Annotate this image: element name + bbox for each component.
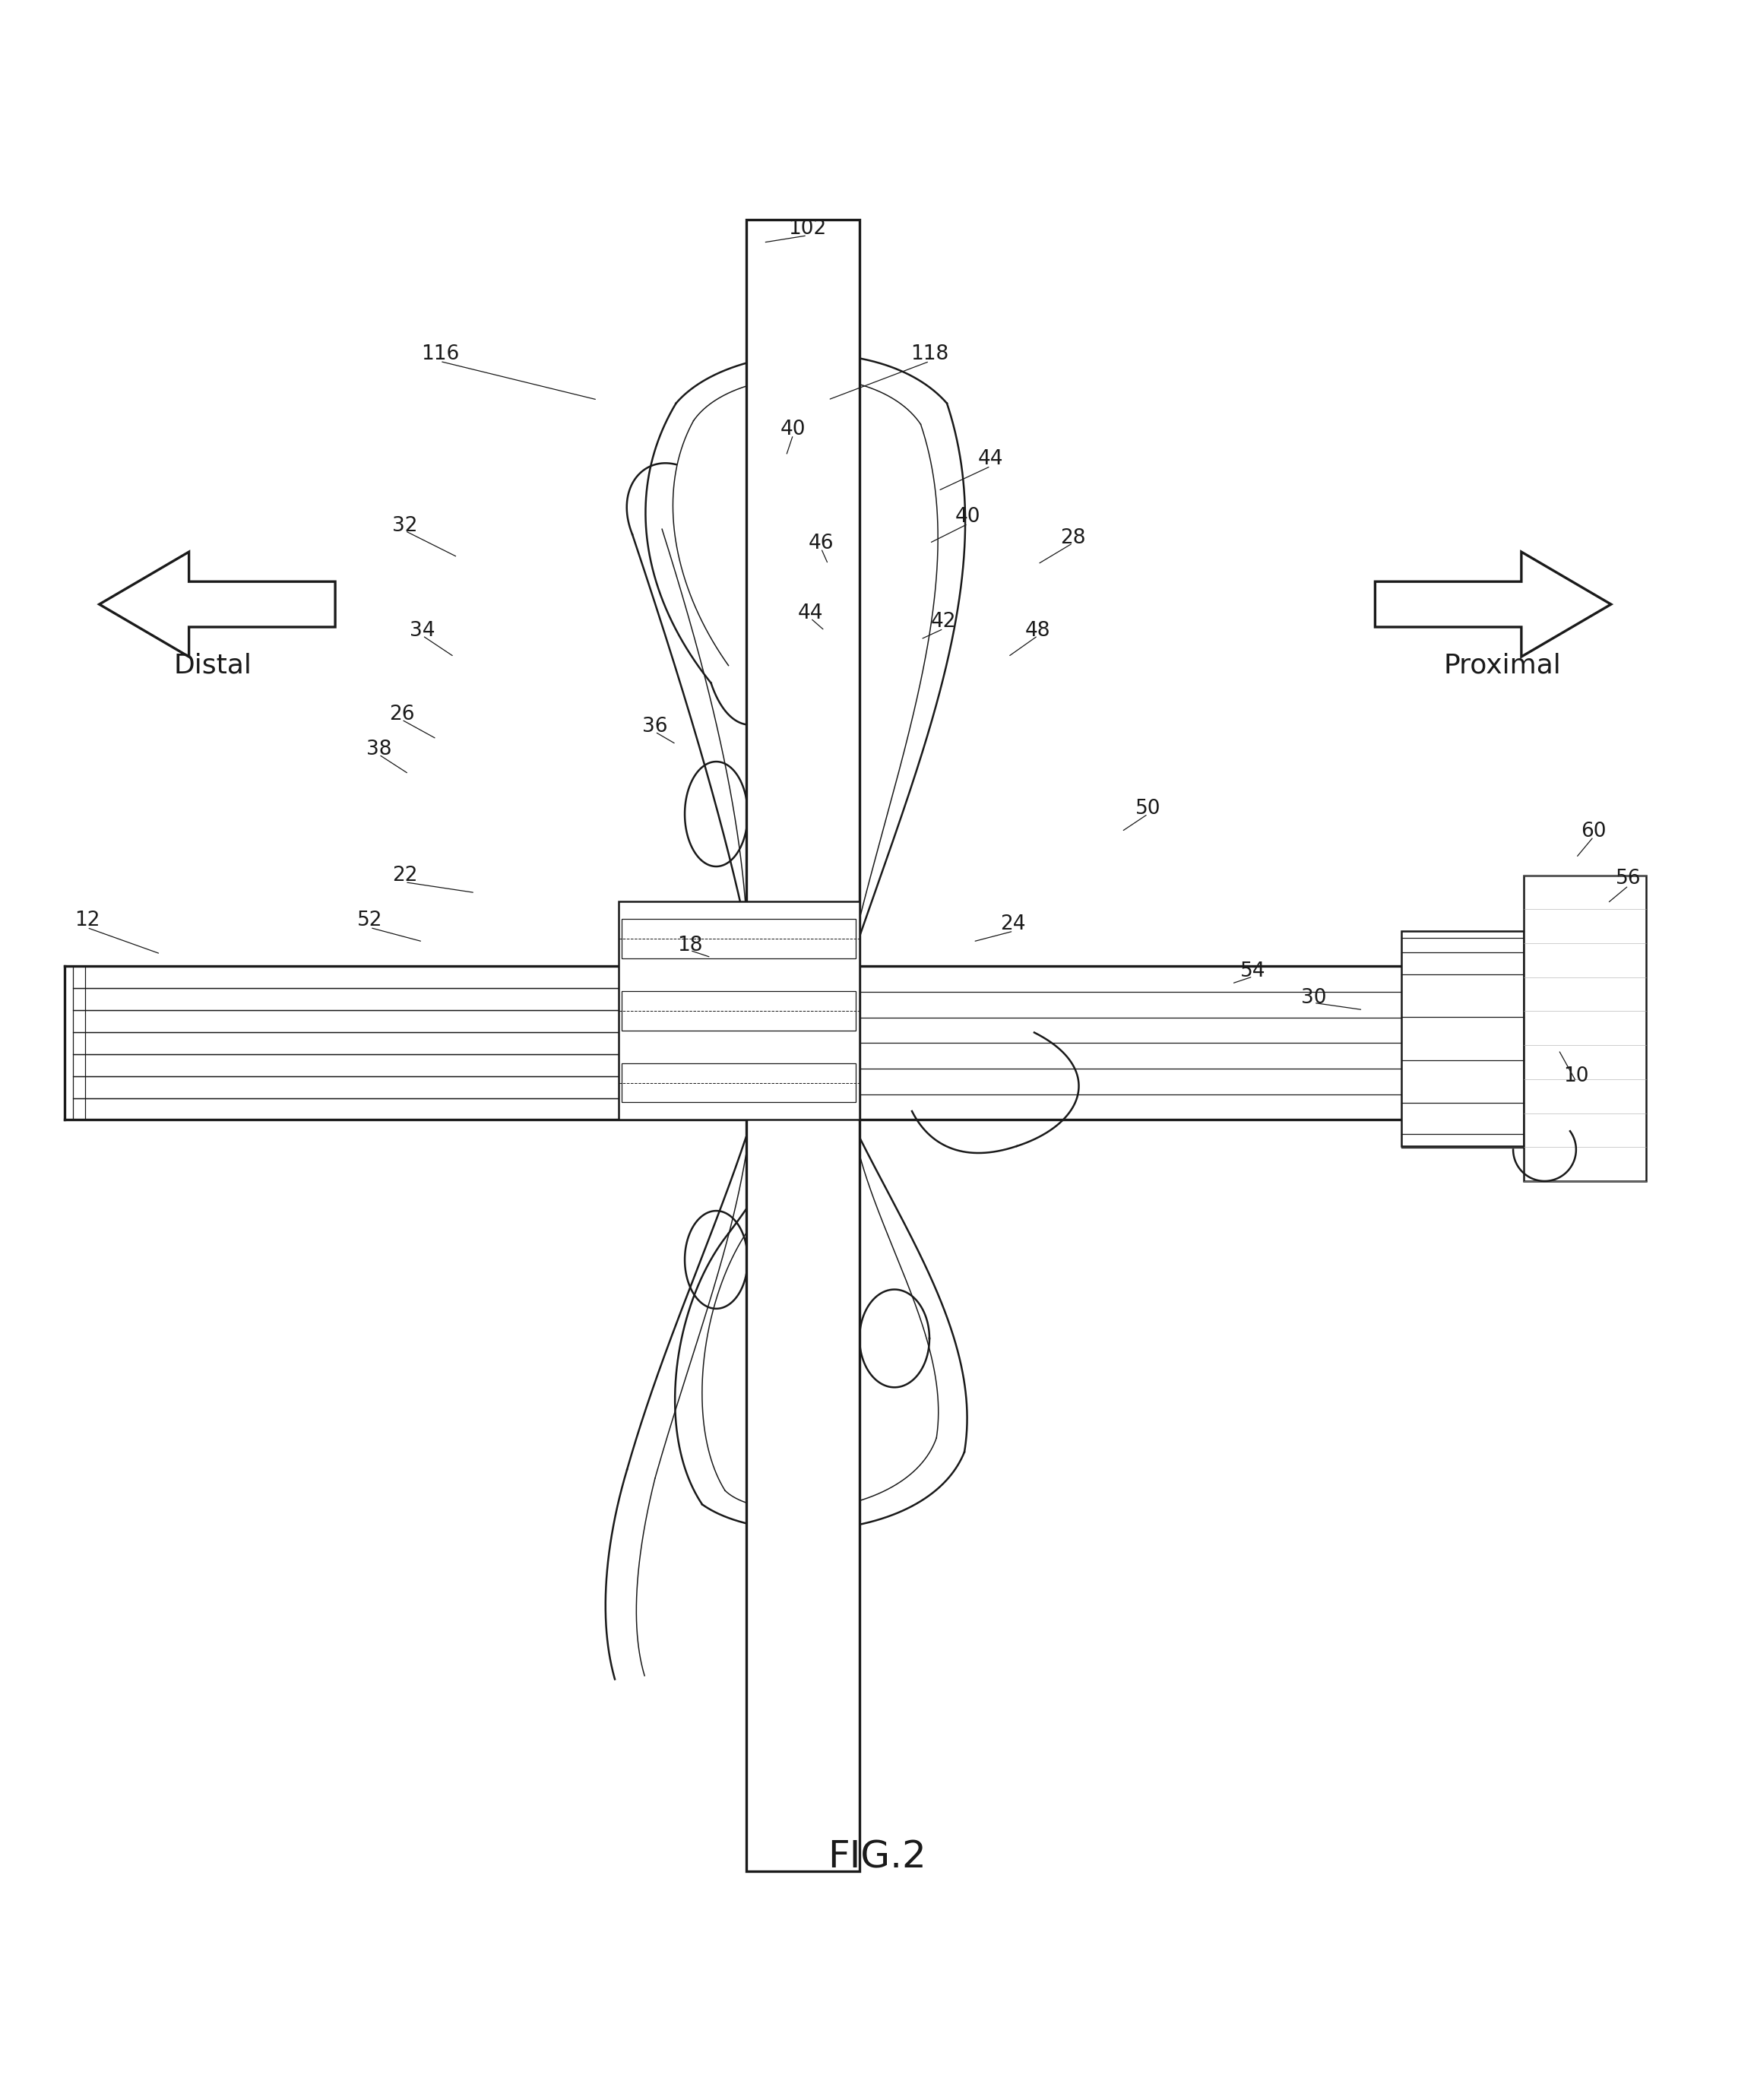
- Text: 52: 52: [358, 911, 382, 930]
- Text: 102: 102: [788, 218, 826, 239]
- Text: 36: 36: [642, 716, 668, 737]
- Text: 26: 26: [389, 704, 414, 724]
- Text: 118: 118: [910, 344, 949, 363]
- Bar: [74, 1054, 745, 1075]
- Text: 116: 116: [421, 344, 460, 363]
- Text: 22: 22: [393, 865, 417, 884]
- Bar: [1401, 930, 1524, 1147]
- Bar: [74, 966, 745, 989]
- Text: Distal: Distal: [174, 653, 253, 678]
- Text: 34: 34: [410, 622, 435, 640]
- Text: 56: 56: [1615, 869, 1642, 888]
- Text: 18: 18: [677, 935, 703, 956]
- Text: 46: 46: [809, 533, 833, 552]
- Text: 40: 40: [956, 506, 980, 527]
- Text: 24: 24: [1000, 914, 1026, 935]
- Text: 30: 30: [1301, 987, 1326, 1008]
- Bar: [619, 901, 859, 1119]
- Bar: [74, 1098, 745, 1119]
- Text: 10: 10: [1563, 1067, 1589, 1086]
- Bar: [745, 220, 859, 1871]
- Bar: [74, 1010, 745, 1031]
- Bar: [74, 1075, 745, 1098]
- Bar: [745, 220, 859, 1871]
- Bar: [65, 966, 745, 1119]
- Bar: [623, 920, 856, 958]
- Text: 44: 44: [979, 449, 1003, 468]
- Text: FIG.2: FIG.2: [828, 1840, 926, 1875]
- Text: 12: 12: [74, 911, 100, 930]
- Text: 44: 44: [798, 603, 823, 624]
- Text: 60: 60: [1580, 821, 1607, 842]
- Text: Proximal: Proximal: [1444, 653, 1561, 678]
- Bar: [74, 989, 745, 1010]
- Bar: [619, 901, 859, 1119]
- Text: 28: 28: [1059, 527, 1086, 548]
- Bar: [623, 1063, 856, 1102]
- Bar: [745, 220, 859, 1871]
- Text: 40: 40: [781, 420, 805, 439]
- Bar: [623, 991, 856, 1031]
- Text: 48: 48: [1024, 622, 1051, 640]
- Text: 32: 32: [393, 517, 417, 536]
- Text: 42: 42: [931, 611, 956, 632]
- Bar: [859, 966, 1524, 1119]
- Text: 38: 38: [367, 739, 391, 760]
- Text: 54: 54: [1240, 962, 1265, 981]
- Bar: [74, 1031, 745, 1054]
- Bar: [619, 901, 859, 1119]
- Bar: [1524, 876, 1645, 1180]
- Text: 50: 50: [1135, 798, 1161, 819]
